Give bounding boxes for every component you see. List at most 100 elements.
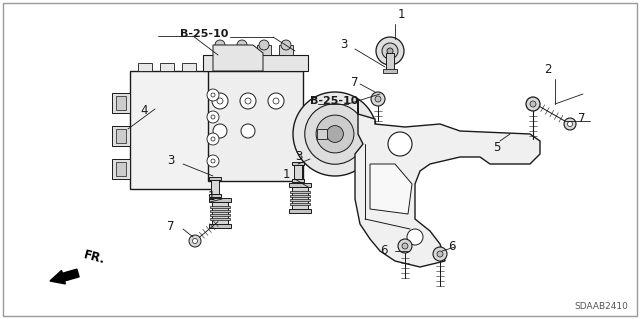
Circle shape (240, 93, 256, 109)
Circle shape (189, 235, 201, 247)
Circle shape (193, 239, 198, 243)
Circle shape (211, 159, 215, 163)
Polygon shape (213, 45, 263, 71)
Polygon shape (355, 99, 540, 267)
Circle shape (241, 124, 255, 138)
Bar (112, 159, 130, 179)
Circle shape (211, 115, 215, 119)
Bar (112, 93, 130, 113)
Bar (235, 45, 249, 55)
Bar (209, 177, 221, 180)
Bar (317, 129, 327, 139)
Bar (289, 209, 311, 213)
Circle shape (564, 118, 576, 130)
Bar (292, 179, 304, 182)
Text: B-25-10: B-25-10 (310, 96, 358, 106)
Text: 7: 7 (351, 76, 358, 88)
Bar (210, 206, 230, 208)
Bar (289, 183, 311, 187)
Circle shape (371, 92, 385, 106)
Circle shape (305, 104, 365, 164)
Circle shape (530, 101, 536, 107)
Bar (130, 71, 212, 189)
Bar (160, 63, 174, 71)
Bar (138, 63, 152, 71)
Bar (182, 63, 196, 71)
Text: 7: 7 (168, 219, 175, 233)
Text: 1: 1 (282, 168, 290, 182)
FancyArrow shape (50, 269, 79, 284)
Circle shape (281, 40, 291, 50)
Bar (213, 45, 227, 55)
Circle shape (398, 239, 412, 253)
Circle shape (316, 115, 354, 153)
Bar (210, 214, 230, 216)
Bar (279, 45, 293, 55)
Text: 4: 4 (141, 105, 148, 117)
Circle shape (326, 126, 344, 142)
Bar (116, 96, 126, 110)
Circle shape (268, 93, 284, 109)
Circle shape (526, 97, 540, 111)
Text: 1: 1 (207, 189, 215, 203)
Bar (290, 203, 310, 205)
Circle shape (207, 111, 219, 123)
Circle shape (293, 92, 377, 176)
Circle shape (215, 40, 225, 50)
Bar (116, 162, 126, 176)
Circle shape (207, 89, 219, 101)
Circle shape (213, 124, 227, 138)
Circle shape (437, 251, 443, 257)
Bar (290, 199, 310, 201)
Bar (209, 194, 221, 197)
Text: 3: 3 (340, 38, 348, 50)
Circle shape (212, 93, 228, 109)
Bar (290, 195, 310, 197)
Circle shape (211, 93, 215, 97)
Circle shape (402, 243, 408, 249)
Bar (208, 71, 303, 181)
Circle shape (376, 37, 404, 65)
Text: 3: 3 (296, 150, 303, 162)
Text: 6: 6 (448, 240, 456, 253)
Circle shape (211, 137, 215, 141)
Circle shape (385, 179, 405, 199)
Bar (383, 69, 397, 73)
Text: B-25-10: B-25-10 (180, 29, 228, 39)
Text: 3: 3 (168, 154, 175, 167)
Bar (203, 55, 308, 71)
Text: SDAAB2410: SDAAB2410 (574, 302, 628, 311)
Text: FR.: FR. (82, 249, 107, 267)
Circle shape (407, 229, 423, 245)
Circle shape (217, 98, 223, 104)
Bar (116, 129, 126, 143)
Bar (290, 191, 310, 193)
Circle shape (568, 122, 573, 127)
Text: 5: 5 (493, 141, 500, 154)
Bar (212, 202, 228, 224)
Circle shape (237, 40, 247, 50)
Bar (209, 224, 231, 228)
Bar (292, 162, 304, 165)
Bar (386, 53, 394, 71)
Circle shape (433, 247, 447, 261)
Circle shape (245, 98, 251, 104)
Circle shape (207, 133, 219, 145)
Polygon shape (370, 164, 412, 214)
Bar (211, 180, 219, 194)
Circle shape (382, 43, 398, 59)
Bar (210, 210, 230, 212)
Bar (257, 45, 271, 55)
Circle shape (207, 155, 219, 167)
Text: 2: 2 (544, 63, 552, 76)
Circle shape (375, 96, 381, 102)
Circle shape (273, 98, 279, 104)
Text: 7: 7 (578, 113, 586, 125)
Bar (294, 165, 302, 179)
Bar (112, 126, 130, 146)
Bar (210, 218, 230, 220)
Bar (292, 187, 308, 209)
Bar (209, 198, 231, 202)
Circle shape (388, 132, 412, 156)
Text: 6: 6 (381, 244, 388, 257)
